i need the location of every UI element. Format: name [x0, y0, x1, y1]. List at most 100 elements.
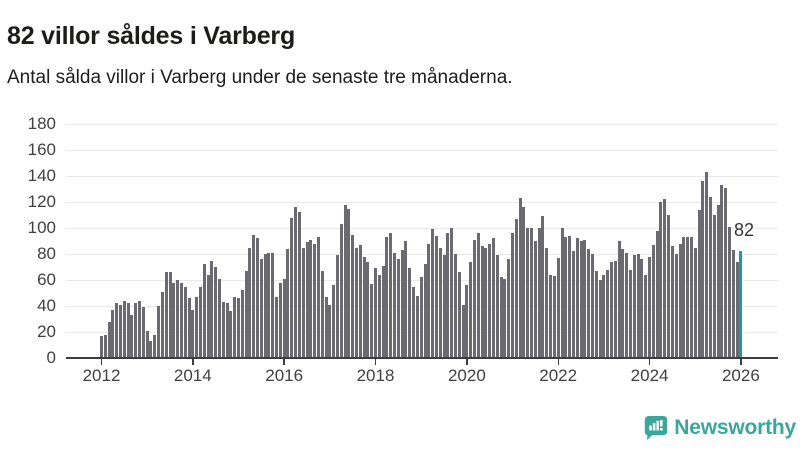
x-axis-tick [740, 359, 742, 365]
x-axis-label: 2016 [265, 366, 304, 385]
gridline [66, 228, 778, 229]
bar [640, 259, 644, 358]
bar [134, 303, 138, 358]
bar [221, 302, 225, 358]
bar [465, 285, 469, 358]
bar [324, 296, 328, 358]
bar [168, 272, 172, 358]
x-axis-tick [466, 359, 468, 365]
bar [613, 260, 617, 358]
bar [286, 248, 290, 358]
bar [362, 256, 366, 358]
bar [339, 224, 343, 358]
bar [126, 303, 130, 358]
bar [606, 269, 610, 358]
bar [191, 309, 195, 358]
y-axis-label: 160 [27, 140, 56, 159]
y-axis-label: 180 [27, 114, 56, 133]
bar [575, 238, 579, 358]
bar [111, 309, 115, 358]
bar [686, 237, 690, 358]
bar [187, 298, 191, 358]
bar [122, 300, 126, 358]
bar [537, 228, 541, 358]
bar [355, 247, 358, 358]
bar [153, 334, 157, 358]
y-axis-label: 100 [27, 218, 56, 237]
bar [560, 228, 564, 358]
bar [712, 215, 716, 358]
bar [438, 247, 442, 358]
bar [244, 270, 248, 358]
bar [469, 261, 473, 358]
bar [568, 235, 572, 358]
bar [248, 247, 252, 358]
bar [347, 208, 351, 358]
bar [598, 280, 602, 358]
bar [316, 237, 320, 358]
bar [252, 234, 256, 358]
bar [214, 267, 218, 358]
gridline [66, 150, 778, 151]
bar [160, 291, 164, 358]
y-axis-label: 80 [37, 244, 56, 263]
bar [332, 285, 336, 358]
y-axis-label: 60 [37, 270, 56, 289]
bar [275, 296, 279, 358]
bar [240, 290, 244, 358]
gridline [66, 176, 778, 177]
bar [636, 254, 640, 358]
x-axis-tick [648, 359, 651, 365]
bar [610, 261, 613, 358]
bar [476, 233, 480, 358]
bar [377, 274, 381, 358]
bar [716, 204, 720, 358]
bar [632, 255, 636, 358]
bar [370, 283, 374, 358]
bar [419, 277, 423, 358]
bar [179, 282, 183, 358]
bar [412, 286, 416, 358]
bar [290, 217, 294, 358]
bar [119, 304, 123, 358]
bar [320, 270, 324, 358]
bar [530, 228, 534, 358]
bar [100, 335, 103, 358]
gridline [66, 124, 778, 125]
bar [511, 233, 515, 358]
bar [655, 230, 659, 358]
bar [396, 259, 400, 358]
bar [294, 207, 298, 358]
bar [457, 272, 461, 358]
bar [130, 315, 134, 358]
x-axis-label: 2012 [82, 366, 121, 385]
bar-highlight [739, 251, 743, 358]
bar [518, 198, 522, 358]
bar [659, 202, 663, 358]
bar [480, 246, 484, 358]
bar [176, 280, 180, 358]
bar [328, 304, 332, 358]
bar [526, 228, 530, 358]
bar [301, 247, 305, 358]
bar [507, 259, 511, 358]
bar [602, 274, 606, 358]
plot-area: 0 20 40 60 80 100 120 140 160 180 2012 2014 2016 2018… [27, 114, 778, 385]
bar [374, 268, 378, 358]
bar [724, 187, 728, 358]
bar [427, 243, 431, 358]
bar [453, 254, 457, 358]
bar [408, 268, 412, 358]
x-axis-label: 2022 [539, 366, 578, 385]
x-axis-tick [283, 359, 285, 365]
bar [697, 209, 701, 358]
x-axis-label: 2026 [721, 366, 760, 385]
bar [541, 216, 545, 358]
bar [663, 199, 667, 358]
y-axis-label: 140 [27, 166, 56, 185]
bar [183, 286, 187, 358]
bar [297, 212, 301, 358]
bar [400, 250, 404, 358]
bar [678, 243, 682, 358]
